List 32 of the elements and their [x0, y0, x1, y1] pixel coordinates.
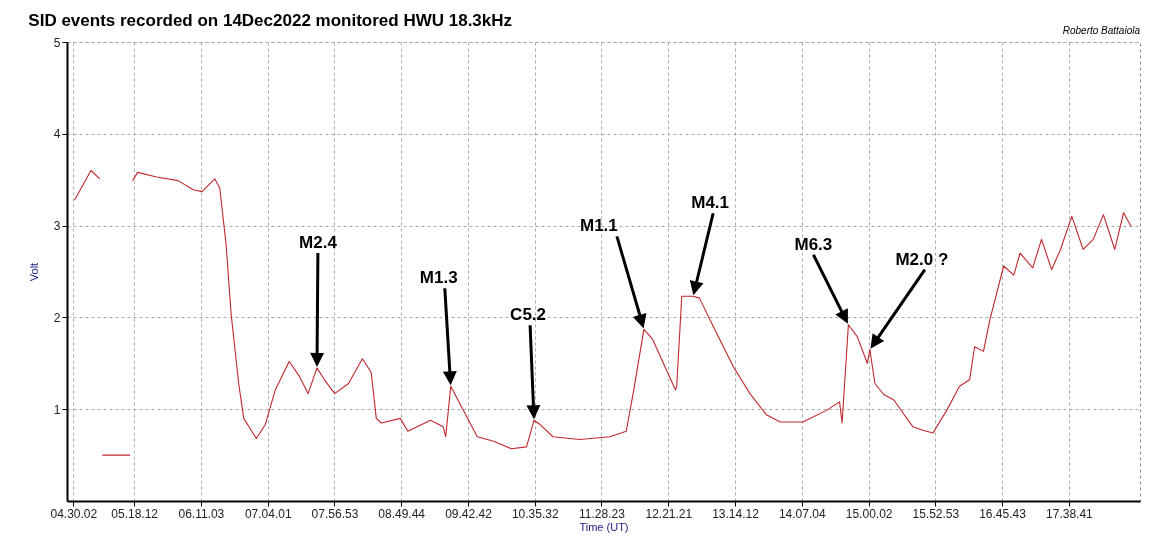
x-tick-label: 07.56.53	[311, 506, 359, 521]
x-tick-label: 08.49.44	[378, 506, 426, 521]
chart-title: SID events recorded on 14Dec2022 monitored HWU 18.3kHz	[28, 11, 513, 30]
y-tick-label: 2	[53, 310, 61, 325]
x-tick-label: 13.14.12	[712, 506, 760, 521]
y-tick-label: 1	[53, 402, 61, 417]
annotation: M4.1	[691, 193, 730, 213]
y-tick-label: 5	[53, 35, 61, 50]
y-axis-title: Volt	[27, 262, 40, 282]
x-tick-label: 07.04.01	[244, 506, 292, 521]
annotation: M1.3	[419, 268, 458, 288]
annotation: M2.0 ?	[895, 249, 949, 269]
x-tick-label: 05.18.12	[111, 506, 159, 521]
x-tick-label: 09.42.42	[445, 506, 493, 521]
annotation: C5.2	[510, 305, 547, 325]
x-tick-label: 17.38.41	[1046, 506, 1094, 521]
y-tick-label: 4	[53, 127, 61, 142]
x-tick-label: 10.35.32	[511, 506, 559, 521]
x-tick-label: 16.45.43	[979, 506, 1027, 521]
x-tick-label: 15.00.02	[845, 506, 893, 521]
x-tick-label: 12.21.21	[645, 506, 693, 521]
x-tick-label: 06.11.03	[178, 506, 225, 521]
y-tick-label: 3	[53, 219, 61, 234]
annotation: M6.3	[794, 234, 833, 254]
x-tick-label: 15.52.53	[912, 506, 960, 521]
x-tick-label: 04.30.02	[50, 506, 98, 521]
annotation: M2.4	[299, 232, 338, 252]
x-tick-label: 14.07.04	[778, 506, 826, 521]
x-axis-title: Time (UT)	[579, 520, 629, 533]
annotation: M1.1	[580, 216, 618, 236]
text: Roberto Battaiola	[1062, 25, 1141, 36]
x-tick-label: 11.28.23	[579, 506, 626, 521]
